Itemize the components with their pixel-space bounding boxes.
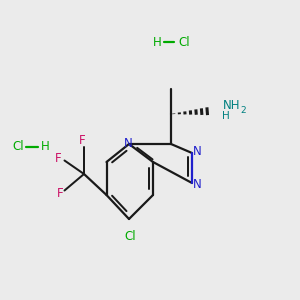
Text: F: F	[79, 134, 86, 147]
Text: N: N	[193, 145, 202, 158]
Text: H: H	[153, 35, 162, 49]
Text: NH: NH	[223, 99, 240, 112]
Text: Cl: Cl	[12, 140, 24, 154]
Text: F: F	[55, 152, 62, 166]
Text: Cl: Cl	[124, 230, 136, 243]
Text: H: H	[222, 111, 230, 122]
Text: N: N	[193, 178, 202, 191]
Text: H: H	[40, 140, 50, 154]
Text: N: N	[124, 136, 133, 150]
Text: Cl: Cl	[179, 35, 190, 49]
Text: F: F	[57, 187, 63, 200]
Text: 2: 2	[240, 106, 246, 115]
